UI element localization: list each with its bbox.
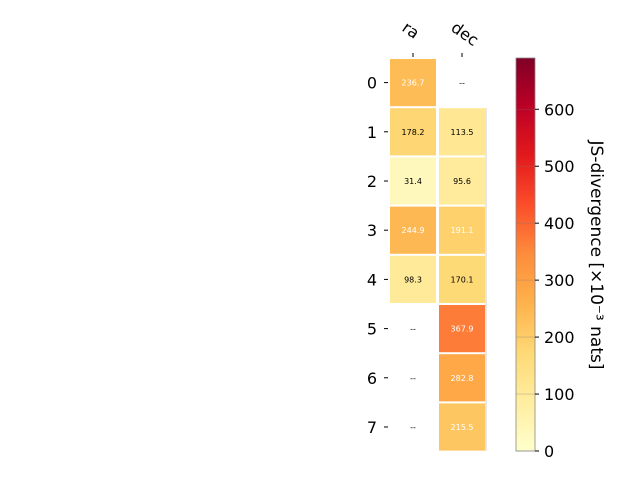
colorbar-label: JS-divergence [×10⁻³ nats]	[586, 140, 606, 370]
heatmap-cell	[439, 206, 485, 254]
cell-value-label: --	[459, 79, 465, 88]
cell-value-label: 367.9	[451, 325, 474, 334]
cell-value-label: 191.1	[451, 226, 474, 235]
heatmap-cell	[439, 157, 485, 205]
colorbar-ticks: 0 100 200 300 400 500 600	[516, 100, 575, 461]
colorbar-tick-label: 0	[544, 442, 554, 461]
cell-value-label: 98.3	[404, 275, 422, 284]
heatmap-cell	[390, 206, 436, 254]
cell-value-label: --	[410, 423, 416, 432]
cell-value-label: 236.7	[402, 79, 425, 88]
heatmap-cell	[439, 108, 485, 156]
row-labels: 0 1 2 3 4 5 6 7	[367, 74, 388, 437]
heatmap-cell	[390, 59, 436, 107]
heatmap-cell	[439, 305, 485, 353]
heatmap-cell	[390, 108, 436, 156]
colorbar: 0 100 200 300 400 500 600 JS-divergence [×10⁻³…	[515, 57, 606, 461]
row-label: 3	[367, 221, 377, 240]
column-labels: ra dec	[399, 18, 482, 57]
colorbar-tick-label: 600	[544, 100, 575, 119]
cell-value-label: 170.1	[451, 275, 474, 284]
heatmap-cell	[390, 157, 436, 205]
cell-value-label: 95.6	[453, 177, 471, 186]
colorbar-tick-label: 300	[544, 271, 575, 290]
row-label: 5	[367, 320, 377, 339]
column-label: dec	[448, 18, 482, 50]
colorbar-tick-label: 100	[544, 385, 575, 404]
row-label: 0	[367, 74, 377, 93]
cell-value-label: 282.8	[451, 374, 474, 383]
row-label: 4	[367, 270, 377, 289]
row-label: 7	[367, 418, 377, 437]
cell-value-label: 113.5	[451, 128, 474, 137]
cell-value-label: 178.2	[402, 128, 425, 137]
row-label: 6	[367, 369, 377, 388]
row-label: 2	[367, 172, 377, 191]
cell-value-label: --	[410, 374, 416, 383]
colorbar-tick-label: 500	[544, 157, 575, 176]
cell-value-label: 215.5	[451, 423, 474, 432]
colorbar-tick-label: 400	[544, 214, 575, 233]
colorbar-tick-label: 200	[544, 328, 575, 347]
colorbar-gradient	[515, 57, 536, 452]
cell-value-label: 31.4	[404, 177, 422, 186]
cell-value-label: 244.9	[402, 226, 425, 235]
heatmap-cell	[390, 255, 436, 303]
cell-value-label: --	[410, 325, 416, 334]
heatmap-cell	[439, 255, 485, 303]
heatmap-cell	[439, 403, 485, 451]
column-label: ra	[399, 18, 423, 43]
heatmap-cells: 236.7 -- 178.2 113.5 31.4 95.6 244.9 191.1 98.3 1…	[390, 59, 487, 451]
heatmap-cell	[439, 354, 485, 402]
row-label: 1	[367, 123, 377, 142]
